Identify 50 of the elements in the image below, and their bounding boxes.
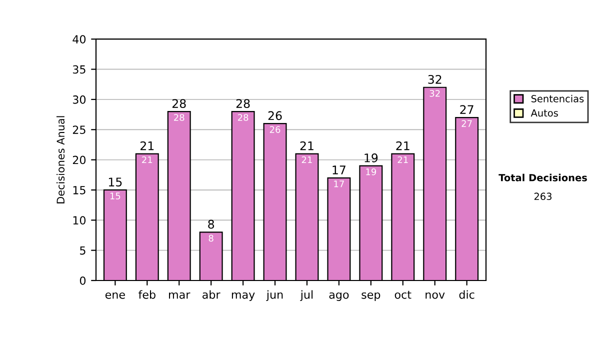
y-tick-label: 25 bbox=[72, 126, 86, 134]
x-tick-label: mar bbox=[169, 292, 190, 299]
data-label: 21 bbox=[142, 156, 152, 164]
x-tick-label: jul bbox=[300, 290, 313, 301]
total-label: 21 bbox=[396, 141, 410, 150]
x-tick-label: sep bbox=[362, 292, 380, 301]
data-label: 17 bbox=[334, 180, 344, 188]
total-label: 17 bbox=[332, 166, 346, 174]
x-tick-label: jun bbox=[266, 290, 283, 301]
data-label: 21 bbox=[302, 156, 312, 164]
x-tick-label: oct bbox=[394, 290, 412, 299]
x-tick-label: feb bbox=[138, 290, 156, 299]
x-tick-label: nov bbox=[426, 292, 445, 299]
total-label: 28 bbox=[236, 99, 250, 108]
y-tick-label: 35 bbox=[72, 65, 86, 74]
legend-label: Autos bbox=[530, 109, 558, 117]
x-tick-label: ago bbox=[329, 292, 349, 301]
x-tick-label: abr bbox=[202, 290, 220, 299]
total-label: 26 bbox=[268, 111, 282, 120]
data-label: 32 bbox=[430, 90, 440, 97]
data-label: 15 bbox=[110, 192, 120, 200]
total-label: 21 bbox=[300, 141, 314, 150]
x-tick-label: may bbox=[232, 292, 255, 301]
legend-label: Sentencias bbox=[531, 94, 584, 102]
total-label: 27 bbox=[460, 105, 474, 114]
y-tick-label: 40 bbox=[72, 35, 86, 44]
total-label: 19 bbox=[364, 153, 378, 162]
y-tick-label: 10 bbox=[73, 216, 86, 225]
total-label: 32 bbox=[428, 74, 442, 84]
data-label: 28 bbox=[238, 114, 248, 121]
y-tick-label: 0 bbox=[80, 276, 86, 285]
y-tick-label: 5 bbox=[80, 246, 86, 255]
y-axis-title: Decisiones Anual bbox=[56, 116, 65, 204]
data-label: 26 bbox=[270, 126, 280, 133]
x-tick-label: ene bbox=[105, 292, 125, 299]
data-label: 28 bbox=[174, 114, 184, 121]
total-label: 21 bbox=[140, 141, 154, 150]
y-tick-label: 30 bbox=[72, 95, 86, 104]
text: Total Decisiones bbox=[498, 174, 587, 182]
data-label: 27 bbox=[462, 120, 472, 127]
total-label: 28 bbox=[172, 99, 186, 108]
data-label: 8 bbox=[208, 234, 214, 242]
data-label: 21 bbox=[398, 156, 408, 164]
y-tick-label: 20 bbox=[72, 156, 86, 164]
total-label: 8 bbox=[208, 220, 214, 229]
text: 263 bbox=[534, 192, 552, 200]
data-label: 19 bbox=[366, 168, 376, 176]
total-label: 15 bbox=[108, 178, 122, 186]
y-tick-label: 15 bbox=[73, 186, 86, 194]
x-tick-label: dic bbox=[459, 290, 474, 299]
